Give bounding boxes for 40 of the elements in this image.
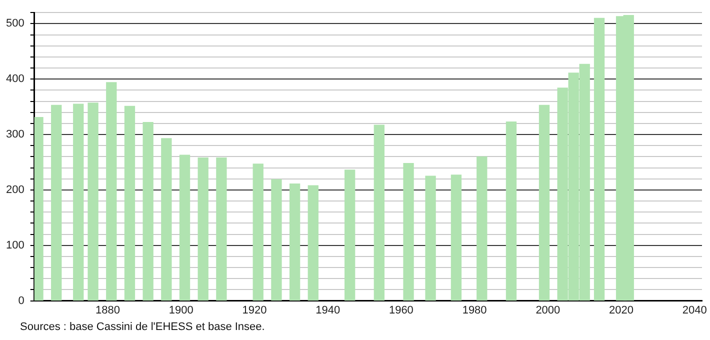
x-tick-label: 1900 xyxy=(168,304,194,316)
x-tick-label: 2040 xyxy=(682,304,707,316)
x-tick-label: 2000 xyxy=(536,304,560,316)
y-tick-label: 200 xyxy=(6,184,24,196)
y-tick-label: 400 xyxy=(6,73,24,86)
bar xyxy=(289,184,300,301)
bar xyxy=(124,106,136,301)
bar xyxy=(216,157,227,301)
y-tick-label: 300 xyxy=(6,128,24,141)
bar xyxy=(374,124,385,301)
y-tick-label: 100 xyxy=(6,239,24,252)
x-tick-label: 1980 xyxy=(462,304,487,316)
bar xyxy=(88,102,98,301)
bar xyxy=(476,156,488,301)
bar xyxy=(51,104,62,301)
bar xyxy=(161,138,172,301)
bar xyxy=(308,185,318,301)
bar xyxy=(34,117,44,301)
bar xyxy=(106,82,117,301)
bar xyxy=(271,179,282,301)
bar xyxy=(425,176,436,301)
y-tick-label: 0 xyxy=(18,294,24,307)
x-tick-label: 1880 xyxy=(95,304,120,316)
source-note: Sources : base Cassini de l'EHESS et base Insee. xyxy=(20,321,265,333)
bar xyxy=(538,104,550,301)
bar xyxy=(179,154,190,301)
bar xyxy=(252,164,264,301)
x-tick-label: 1940 xyxy=(316,304,340,316)
x-tick-label: 2020 xyxy=(609,304,634,316)
x-tick-label: 1920 xyxy=(242,304,267,316)
bar xyxy=(142,122,154,301)
bar xyxy=(73,104,84,301)
bar xyxy=(344,170,356,301)
y-tick-label: 500 xyxy=(6,18,24,30)
bar xyxy=(198,157,208,301)
bar xyxy=(506,121,517,301)
x-tick-label: 1960 xyxy=(388,304,414,316)
bar xyxy=(450,174,462,301)
bar xyxy=(594,18,605,301)
bar xyxy=(403,163,414,301)
